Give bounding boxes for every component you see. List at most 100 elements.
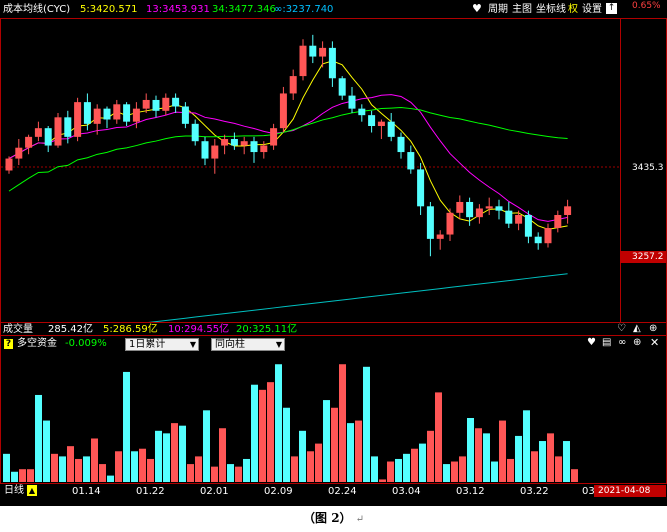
capital-zoom-icon[interactable]: ⊕ — [633, 337, 642, 348]
capital-bar — [483, 433, 490, 482]
candle-body — [436, 234, 444, 239]
candle-body — [564, 206, 572, 215]
candle-body — [5, 158, 13, 171]
capital-bar — [211, 466, 218, 482]
candle-body — [495, 206, 503, 211]
capital-bar — [283, 407, 290, 482]
capital-bar — [371, 456, 378, 482]
capital-bar — [179, 425, 186, 482]
volume-ma20: 20:325.11亿 — [236, 324, 298, 335]
figure-caption: （图 2） ↵ — [0, 508, 667, 530]
main-chart-button[interactable]: 主图 — [512, 4, 532, 15]
bar-style-select-value: 同向柱 — [215, 339, 245, 350]
date-label-6: 03.04 — [392, 486, 421, 497]
ma-inf-line — [148, 273, 568, 322]
candle-body — [113, 104, 121, 120]
volume-favorite-icon[interactable]: ♡ — [617, 323, 626, 334]
capital-bar — [339, 364, 346, 482]
capital-list-icon[interactable]: ▤ — [602, 337, 612, 348]
candle-body — [505, 210, 513, 224]
candle-body — [93, 108, 101, 124]
capital-bar — [547, 433, 554, 482]
capital-bar — [555, 456, 562, 482]
capital-bar — [395, 458, 402, 482]
price-tick-low: 3257.2 — [632, 252, 664, 262]
candle-body — [446, 212, 454, 235]
candle-body — [387, 121, 395, 137]
volume-header-frame — [0, 322, 667, 336]
axis-line-button[interactable]: 坐标线 — [536, 4, 566, 15]
candle-body — [260, 145, 268, 153]
cycle-button[interactable]: 周期 — [488, 4, 508, 15]
candle-body — [426, 206, 434, 239]
date-label-4: 02.09 — [264, 486, 293, 497]
capital-bar — [259, 389, 266, 482]
capital-link-icon[interactable]: ∞ — [618, 337, 627, 348]
date-label-2: 01.22 — [136, 486, 165, 497]
period-label[interactable]: 日线 — [4, 485, 24, 496]
date-label-8: 03.22 — [520, 486, 549, 497]
ma5-value: 5:3420.571 — [80, 4, 138, 15]
capital-favorite-icon[interactable]: ♥ — [587, 337, 596, 348]
candle-body — [289, 76, 297, 94]
capital-bar — [355, 420, 362, 482]
chevron-down-icon: ▼ — [189, 340, 196, 349]
volume-ma5: 5:286.59亿 — [103, 324, 158, 335]
candle-body — [368, 115, 376, 127]
capital-bar — [523, 410, 530, 482]
candle-body — [319, 47, 327, 57]
volume-ma10: 10:294.55亿 — [168, 324, 230, 335]
capital-bar — [235, 466, 242, 482]
capital-bar — [347, 423, 354, 482]
candle-body — [544, 228, 552, 244]
capital-bar — [19, 469, 26, 482]
candle-body — [142, 99, 150, 109]
candle-body — [172, 97, 180, 107]
capital-bar — [331, 407, 338, 482]
help-icon[interactable]: ? — [4, 339, 13, 349]
candle-body — [15, 147, 23, 159]
rights-button[interactable]: 权 — [568, 4, 578, 15]
lock-icon[interactable]: ▲ — [27, 485, 37, 496]
candle-body — [123, 104, 131, 122]
capital-bar — [427, 430, 434, 482]
settings-button[interactable]: 设置 — [582, 4, 602, 15]
capital-bar-chart — [3, 364, 578, 482]
price-tick-top: 0.65% — [632, 1, 661, 11]
capital-bar — [379, 479, 386, 482]
candle-body — [328, 47, 336, 79]
kline-window: 成本均线(CYC) 5:3420.571 13:3453.931 34:3477… — [0, 0, 667, 506]
capital-title: 多空资金 — [17, 338, 57, 349]
candle-body — [534, 236, 542, 244]
capital-bar — [59, 456, 66, 482]
bar-style-select[interactable]: 同向柱 ▼ — [211, 338, 285, 351]
ma-inf-value: ∞:3237.740 — [274, 4, 334, 15]
capital-close-icon[interactable]: ✕ — [650, 336, 660, 349]
capital-bar — [203, 410, 210, 482]
capital-bar — [115, 451, 122, 482]
volume-title: 成交量 — [3, 324, 33, 335]
capital-bar — [323, 400, 330, 482]
capital-bar — [363, 366, 370, 482]
capital-bar — [67, 446, 74, 482]
capital-bar — [147, 458, 154, 482]
capital-bar — [227, 464, 234, 482]
current-date: 2021-04-08 — [598, 486, 651, 496]
candle-body — [279, 93, 287, 129]
candle-body — [485, 206, 493, 209]
capital-bar — [11, 471, 18, 482]
capital-value: -0.009% — [65, 338, 107, 349]
capital-bar — [315, 443, 322, 482]
favorite-heart-icon[interactable]: ♥ — [472, 2, 482, 15]
volume-zoom-icon[interactable]: ⊕ — [649, 323, 658, 334]
candle-body — [201, 141, 209, 159]
price-current-tag — [620, 251, 666, 263]
capital-bar — [91, 438, 98, 482]
volume-expand-icon[interactable]: ◭ — [633, 323, 641, 334]
accumulation-select[interactable]: 1日累计 ▼ — [125, 338, 199, 351]
candle-body — [348, 95, 356, 109]
indicator-title: 成本均线(CYC) — [3, 4, 71, 15]
up-arrow-icon[interactable]: ↑ — [606, 3, 617, 14]
ma13-line — [8, 94, 568, 222]
current-date-tag — [594, 485, 666, 497]
